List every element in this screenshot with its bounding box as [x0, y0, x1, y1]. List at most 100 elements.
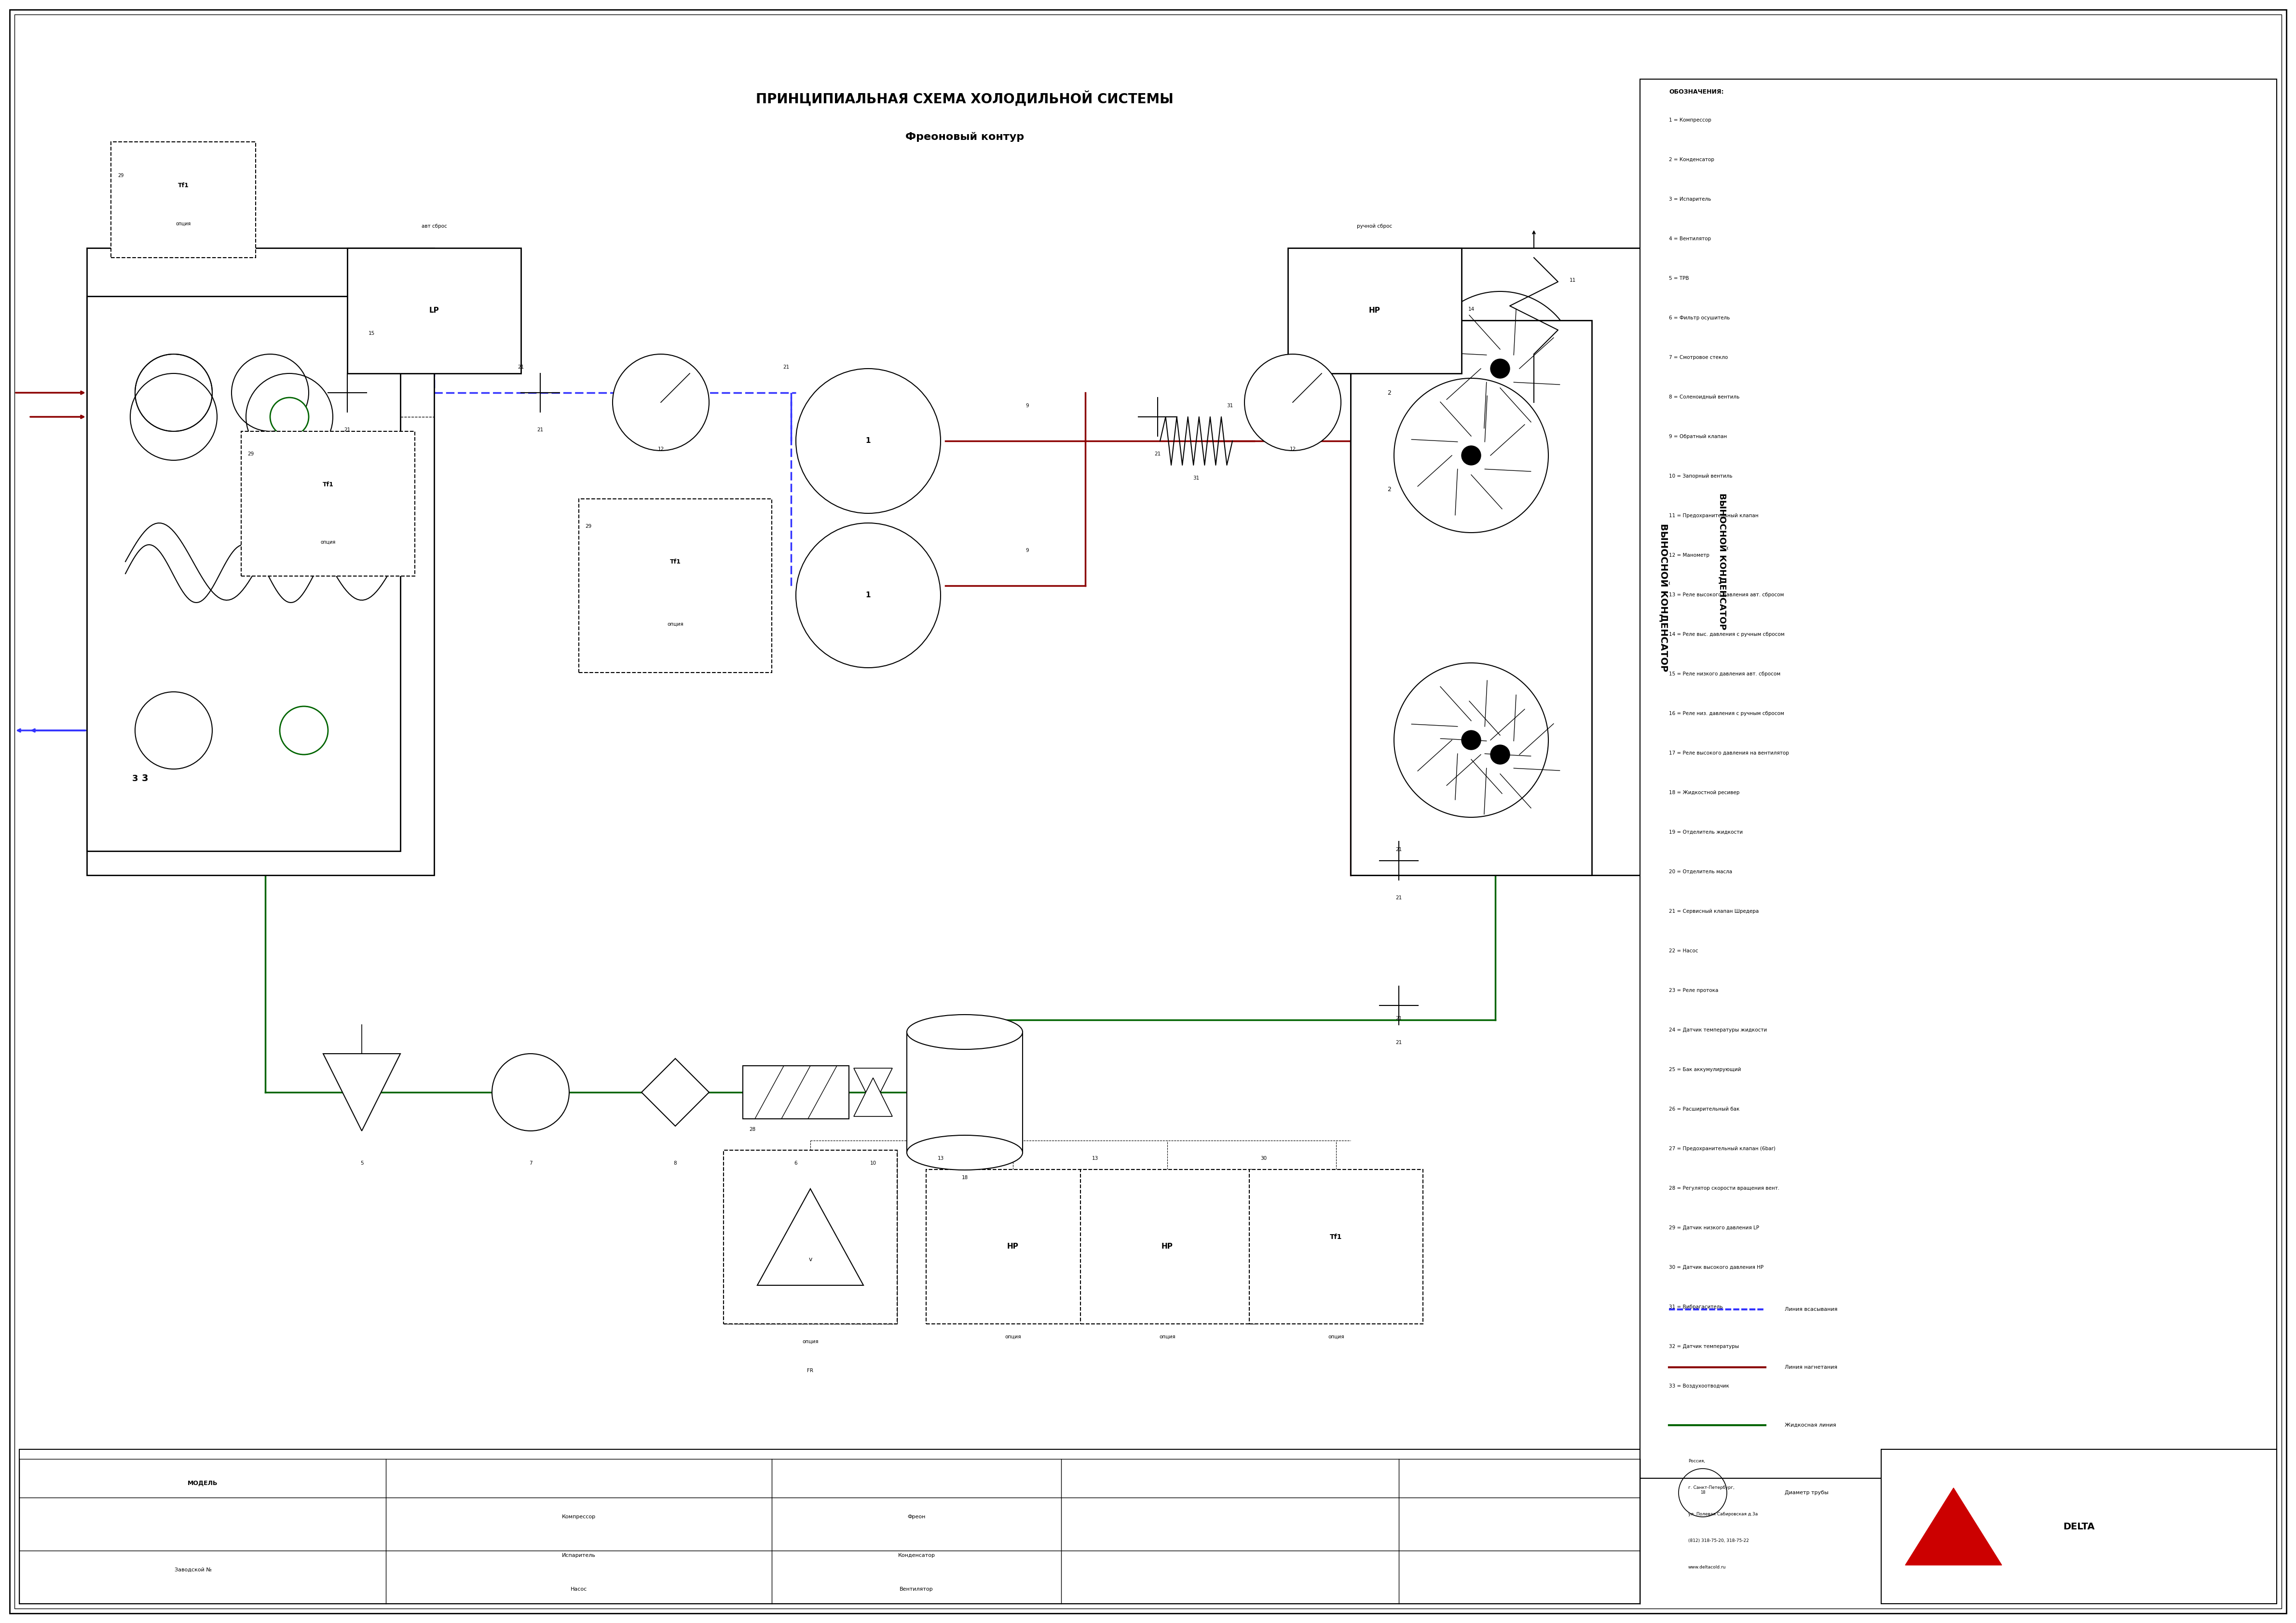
Text: 21: 21: [537, 427, 544, 432]
Text: 21: 21: [1396, 1040, 1403, 1045]
Text: 7 = Смотровое стекло: 7 = Смотровое стекло: [1669, 355, 1729, 360]
Circle shape: [1463, 730, 1481, 750]
Text: 1: 1: [866, 437, 870, 445]
Text: 18: 18: [962, 1175, 969, 1180]
Polygon shape: [324, 1053, 400, 1131]
Bar: [744, 1066, 850, 1118]
Text: 6 = Фильтр осушитель: 6 = Фильтр осушитель: [1669, 315, 1729, 320]
Bar: [1880, 1449, 2278, 1604]
Text: Испаритель: Испаритель: [563, 1553, 595, 1558]
Text: Линия всасывания: Линия всасывания: [1784, 1307, 1837, 1311]
Text: LP: LP: [429, 307, 439, 315]
Text: Tf1: Tf1: [1329, 1233, 1343, 1240]
Text: Жидкосная линия: Жидкосная линия: [1784, 1423, 1837, 1428]
Text: 30: 30: [1261, 1156, 1267, 1160]
Text: опция: опция: [1006, 1334, 1022, 1339]
Text: HP: HP: [1008, 1243, 1019, 1250]
Text: 30 = Датчик высокого давления HP: 30 = Датчик высокого давления HP: [1669, 1264, 1763, 1269]
Text: www.deltacold.ru: www.deltacold.ru: [1688, 1565, 1727, 1569]
Bar: [241, 432, 416, 576]
Text: 24 = Датчик температуры жидкости: 24 = Датчик температуры жидкости: [1669, 1027, 1768, 1032]
Text: 21 = Сервисный клапан Шредера: 21 = Сервисный клапан Шредера: [1669, 909, 1759, 914]
Text: 10 = Запорный вентиль: 10 = Запорный вентиль: [1669, 474, 1733, 479]
Text: 23 = Реле протока: 23 = Реле протока: [1669, 988, 1717, 993]
Circle shape: [1424, 292, 1577, 446]
Polygon shape: [641, 1058, 709, 1126]
Text: 1 = Компрессор: 1 = Компрессор: [1669, 118, 1711, 123]
Text: ПРИНЦИПИАЛЬНАЯ СХЕМА ХОЛОДИЛЬНОЙ СИСТЕМЫ: ПРИНЦИПИАЛЬНАЯ СХЕМА ХОЛОДИЛЬНОЙ СИСТЕМЫ: [755, 91, 1173, 105]
Text: 21: 21: [344, 427, 351, 432]
Polygon shape: [1906, 1488, 2002, 1565]
Circle shape: [797, 368, 941, 513]
Bar: [110, 141, 255, 258]
Text: Фреон: Фреон: [907, 1514, 925, 1519]
Text: опция: опция: [1159, 1334, 1176, 1339]
Text: 15: 15: [367, 331, 374, 336]
Text: 1: 1: [866, 592, 870, 599]
Text: 13: 13: [937, 1156, 944, 1160]
Text: HP: HP: [1368, 307, 1380, 315]
Text: 28 = Регулятор скорости вращения вент.: 28 = Регулятор скорости вращения вент.: [1669, 1186, 1779, 1191]
Text: ВЫНОСНОЙ КОНДЕНСАТОР: ВЫНОСНОЙ КОНДЕНСАТОР: [1717, 493, 1727, 630]
Text: 19 = Отделитель жидкости: 19 = Отделитель жидкости: [1669, 829, 1743, 834]
Text: 3: 3: [133, 774, 138, 782]
Text: 13: 13: [1091, 1156, 1097, 1160]
Text: авт сброс: авт сброс: [422, 224, 448, 229]
Text: Конденсатор: Конденсатор: [898, 1553, 934, 1558]
Text: 11: 11: [1568, 278, 1575, 282]
Circle shape: [1394, 378, 1548, 532]
Polygon shape: [854, 1078, 893, 1117]
Text: Фреоновый контур: Фреоновый контур: [905, 131, 1024, 141]
Text: 18 = Жидкостной ресивер: 18 = Жидкостной ресивер: [1669, 790, 1740, 795]
Text: 15 = Реле низкого давления авт. сбросом: 15 = Реле низкого давления авт. сбросом: [1669, 672, 1779, 677]
Text: Tf1: Tf1: [321, 482, 333, 487]
Text: опция: опция: [321, 540, 335, 545]
Circle shape: [1424, 677, 1577, 831]
Text: 13 = Реле высокого давления авт. сбросом: 13 = Реле высокого давления авт. сбросом: [1669, 592, 1784, 597]
Bar: [1350, 320, 1591, 875]
Bar: [1249, 1170, 1424, 1324]
Text: 3: 3: [142, 774, 147, 784]
Circle shape: [1394, 662, 1548, 818]
Text: 8 = Соленоидный вентиль: 8 = Соленоидный вентиль: [1669, 394, 1740, 399]
Text: v: v: [808, 1256, 813, 1263]
Circle shape: [491, 1053, 569, 1131]
Polygon shape: [854, 1068, 893, 1107]
Bar: [925, 1170, 1100, 1324]
Circle shape: [1244, 354, 1341, 451]
Text: 32 = Датчик температуры: 32 = Датчик температуры: [1669, 1344, 1738, 1349]
Bar: [1639, 80, 2278, 1479]
Text: г. Санкт-Петербург,: г. Санкт-Петербург,: [1688, 1485, 1733, 1490]
Bar: [347, 248, 521, 373]
Ellipse shape: [907, 1014, 1022, 1050]
Text: DELTA: DELTA: [2064, 1522, 2094, 1530]
Text: 21: 21: [1396, 1016, 1403, 1021]
Text: Tf1: Tf1: [177, 182, 188, 188]
Text: ВЫНОСНОЙ КОНДЕНСАТОР: ВЫНОСНОЙ КОНДЕНСАТОР: [1660, 524, 1669, 672]
Text: ОБОЗНАЧЕНИЯ:: ОБОЗНАЧЕНИЯ:: [1669, 89, 1724, 96]
Text: опция: опция: [177, 221, 191, 226]
Text: FR: FR: [808, 1368, 813, 1373]
Text: 5 = ТРВ: 5 = ТРВ: [1669, 276, 1690, 281]
Bar: [1081, 1170, 1254, 1324]
Circle shape: [797, 523, 941, 667]
Text: 25 = Бак аккумулирующий: 25 = Бак аккумулирующий: [1669, 1068, 1740, 1073]
Bar: [18, 1449, 1639, 1604]
Text: 7: 7: [528, 1160, 533, 1165]
Text: 27 = Предохранительный клапан (6bar): 27 = Предохранительный клапан (6bar): [1669, 1146, 1775, 1151]
Text: Вентилятор: Вентилятор: [900, 1587, 932, 1592]
Text: Заводской №: Заводской №: [174, 1568, 211, 1573]
Circle shape: [1490, 359, 1511, 378]
Bar: [87, 297, 400, 850]
Text: 31: 31: [1226, 404, 1233, 407]
Text: 12 = Манометр: 12 = Манометр: [1669, 553, 1711, 558]
Text: 21: 21: [783, 365, 790, 370]
Bar: [1350, 248, 1649, 875]
Text: 29 = Датчик низкого давления LP: 29 = Датчик низкого давления LP: [1669, 1225, 1759, 1230]
Text: 22 = Насос: 22 = Насос: [1669, 948, 1699, 953]
Text: опция: опция: [801, 1339, 817, 1344]
Circle shape: [271, 398, 308, 437]
Text: 33 = Воздухоотводчик: 33 = Воздухоотводчик: [1669, 1384, 1729, 1389]
Bar: [723, 1151, 898, 1324]
Text: 21: 21: [517, 365, 523, 370]
